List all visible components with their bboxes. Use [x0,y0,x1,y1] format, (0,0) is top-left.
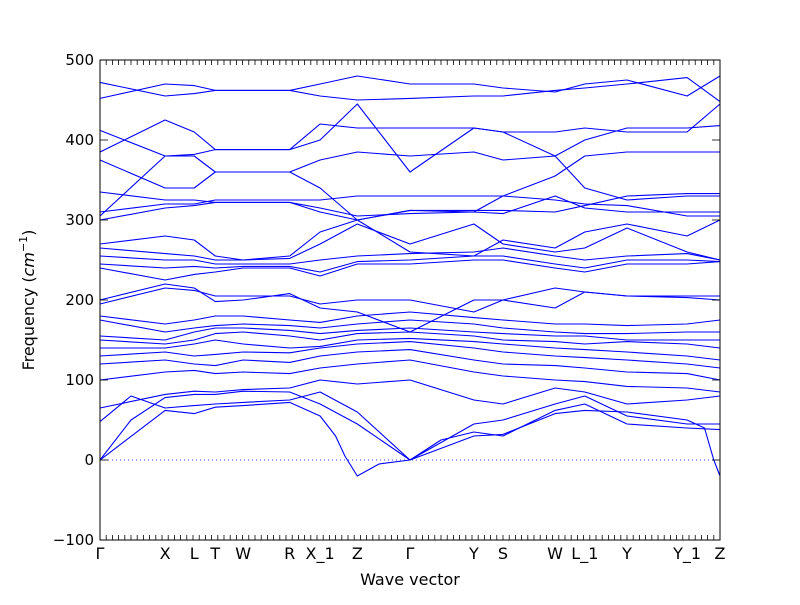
y-tick-label: 400 [65,131,94,149]
x-tick-label: T [209,544,220,563]
band-line-21 [99,195,720,217]
y-tick-label: 500 [65,51,94,69]
band-line-16 [99,255,721,273]
x-tick-label: Y [468,544,479,563]
band-line-23 [99,151,720,221]
y-axis-label: Frequency (cm−1) [17,230,38,371]
y-axis-label-suffix: ) [19,230,38,236]
y-tick-label: 200 [65,291,94,309]
band-line-5 [99,359,721,393]
y-axis-label-prefix: Frequency ( [19,276,38,370]
band-line-8 [100,337,721,361]
y-axis-label-unit: cm [19,252,38,276]
y-tick-label: 0 [84,451,94,469]
x-tick-labels: Γ X L T W R X_1 Z Γ Y S W L_1 Y Y_1 Z [96,544,726,564]
axis-ticks [99,59,721,541]
x-axis-label: Wave vector [360,570,460,589]
band-line-26 [99,103,721,153]
x-tick-label: L [190,544,199,563]
x-tick-label: X [160,544,171,563]
x-tick-label: Y [621,544,632,563]
band-line-25 [99,103,721,173]
x-tick-label: L_1 [571,544,598,564]
band-line-24 [99,151,720,201]
band-line-14 [99,283,720,333]
y-axis-label-exponent: −1 [17,236,30,252]
band-line-9 [99,331,721,349]
x-tick-label: Y_1 [672,544,701,564]
band-line-4 [99,379,721,409]
x-tick-label: Γ [96,544,105,563]
band-line-17 [99,247,721,265]
band-line-2 [99,390,721,461]
band-line-15 [99,259,721,281]
band-line-1 [99,401,721,477]
x-tick-label: Γ [406,544,415,563]
band-line-28 [99,77,721,103]
y-tick-labels: −100 0 100 200 300 400 500 [53,51,94,549]
x-tick-label: R [284,544,295,563]
band-line-18 [99,223,721,261]
x-tick-label: W [547,544,563,563]
band-line-6 [99,349,721,381]
plot-frame [99,59,721,541]
y-tick-label: 100 [65,371,94,389]
band-line-10 [99,327,720,341]
y-tick-label: 300 [65,211,94,229]
band-line-12 [99,311,721,327]
x-tick-label: S [498,544,508,563]
x-tick-label: Z [352,544,363,563]
y-tick-label: −100 [53,531,94,549]
band-line-19 [99,219,721,261]
x-tick-label: X_1 [306,544,335,564]
x-tick-label: W [235,544,251,563]
band-line-7 [99,341,721,369]
x-tick-label: Z [715,544,726,563]
band-line-3 [99,391,720,461]
band-lines [99,75,721,477]
band-line-27 [99,75,721,97]
